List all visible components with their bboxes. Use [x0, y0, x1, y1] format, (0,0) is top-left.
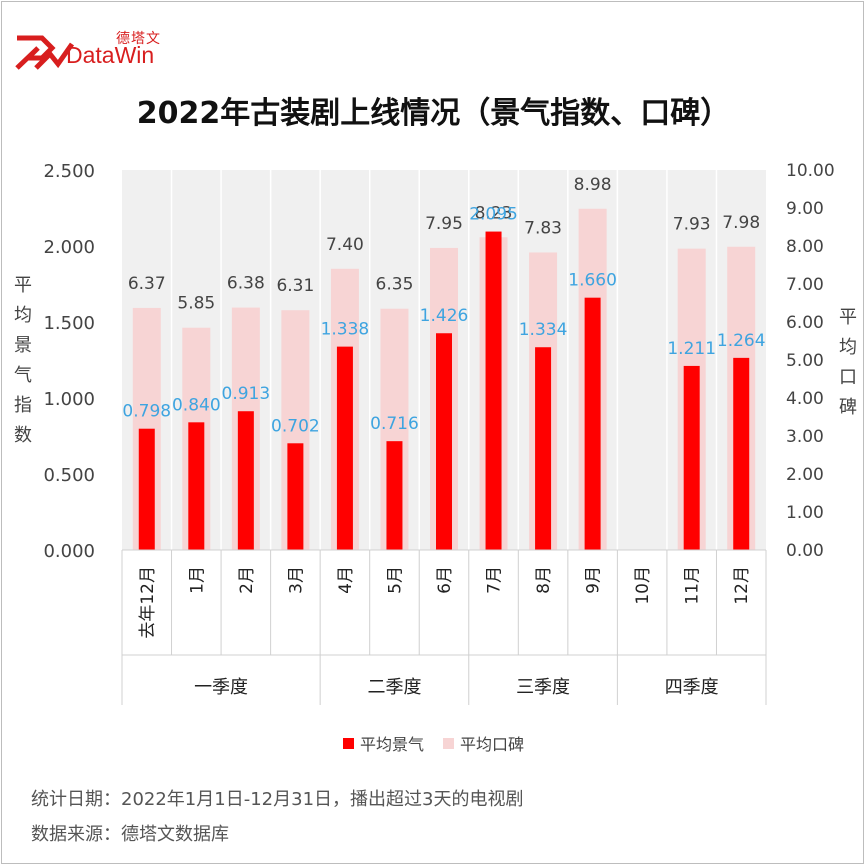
- y-tick-label: 2.500: [43, 161, 95, 182]
- legend-swatch-secondary: [443, 737, 455, 749]
- y2-tick-label: 0.00: [786, 541, 824, 561]
- chart-title: 2022年古装剧上线情况（景气指数、口碑）: [136, 96, 731, 131]
- bar-primary: [485, 231, 502, 550]
- data-label-secondary: 7.40: [326, 235, 364, 255]
- chart-legend: 平均景气 平均口碑: [0, 731, 867, 755]
- bar-primary: [188, 422, 205, 550]
- data-label-secondary: 6.37: [128, 274, 166, 294]
- bar-primary: [336, 346, 353, 550]
- bar-primary: [138, 428, 155, 550]
- y-axis-title-char: 数: [14, 425, 32, 446]
- data-label-secondary: 6.35: [376, 275, 414, 295]
- y-axis-title-char: 气: [14, 365, 32, 386]
- logo-text-en: DataWin: [66, 42, 155, 68]
- x-tick-label: 1月: [187, 566, 207, 594]
- y2-axis-title-char: 口: [839, 367, 857, 388]
- y2-axis-title-char: 均: [839, 337, 857, 358]
- x-tick-label: 4月: [336, 566, 356, 594]
- y2-tick-label: 4.00: [786, 389, 824, 409]
- y2-tick-label: 3.00: [786, 427, 824, 447]
- y2-tick-label: 2.00: [786, 465, 824, 485]
- y-axis-title-char: 平: [14, 275, 32, 296]
- legend-item-primary: 平均景气: [342, 731, 424, 755]
- x-tick-label: 6月: [435, 566, 455, 594]
- data-label-primary: 1.211: [667, 339, 716, 359]
- y-axis-title-char: 均: [14, 305, 32, 326]
- bar-primary: [287, 443, 304, 550]
- stats-period-note: 统计日期：2022年1月1日-12月31日，播出超过3天的电视剧: [31, 789, 524, 810]
- x-tick-label: 5月: [385, 566, 405, 594]
- y2-tick-label: 5.00: [786, 351, 824, 371]
- y-tick-label: 1.500: [43, 313, 95, 334]
- y-tick-label: 2.000: [43, 237, 95, 258]
- x-tick-label: 10月: [633, 566, 653, 605]
- data-label-primary: 1.660: [568, 271, 617, 291]
- x-tick-label: 2月: [237, 566, 257, 594]
- y-tick-label: 0.500: [43, 465, 95, 486]
- data-label-secondary: 7.83: [524, 218, 562, 238]
- y2-tick-label: 9.00: [786, 199, 824, 219]
- legend-swatch-primary: [342, 737, 354, 749]
- data-label-primary: 0.716: [370, 414, 419, 434]
- data-label-secondary: 7.98: [722, 213, 760, 233]
- x-group-label: 三季度: [516, 677, 570, 698]
- bar-primary: [535, 347, 552, 550]
- y2-tick-label: 10.00: [786, 161, 835, 181]
- data-label-secondary: 8.98: [574, 175, 612, 195]
- y-tick-label: 0.000: [43, 541, 95, 562]
- y2-tick-label: 1.00: [786, 503, 824, 523]
- x-tick-label: 9月: [584, 566, 604, 594]
- legend-label-primary: 平均景气: [359, 735, 424, 754]
- y-tick-label: 1.000: [43, 389, 95, 410]
- data-label-secondary: 5.85: [177, 294, 215, 314]
- y2-tick-label: 8.00: [786, 237, 824, 257]
- y2-tick-label: 7.00: [786, 275, 824, 295]
- x-tick-label: 7月: [485, 566, 505, 594]
- x-tick-label: 8月: [534, 566, 554, 594]
- x-group-label: 二季度: [367, 677, 421, 698]
- y2-tick-label: 6.00: [786, 313, 824, 333]
- data-label-primary: 2.095: [469, 205, 518, 225]
- data-label-secondary: 7.93: [673, 215, 711, 235]
- y-axis-title-char: 指: [14, 395, 32, 416]
- data-source-note: 数据来源：德塔文数据库: [31, 824, 229, 845]
- bar-primary: [584, 297, 601, 550]
- data-label-secondary: 8.23: [475, 203, 513, 223]
- datawin-logo-icon: [15, 35, 75, 70]
- x-tick-label: 12月: [732, 566, 752, 605]
- x-tick-label: 3月: [286, 566, 306, 594]
- data-label-secondary: 7.95: [425, 214, 463, 234]
- x-group-label: 一季度: [194, 677, 248, 698]
- y-axis-title-char: 景: [14, 335, 32, 356]
- bar-primary: [436, 333, 452, 550]
- bar-primary: [386, 441, 403, 550]
- data-label-primary: 1.334: [519, 320, 568, 340]
- data-label-secondary: 6.38: [227, 274, 265, 294]
- x-group-label: 四季度: [665, 677, 719, 698]
- data-label-primary: 0.913: [222, 384, 271, 404]
- bar-primary: [733, 357, 750, 550]
- y2-axis-title-char: 碑: [839, 397, 857, 418]
- data-label-primary: 1.426: [420, 306, 469, 326]
- x-tick-label: 去年12月: [138, 566, 158, 639]
- logo-text-cn: 德塔文: [116, 31, 161, 47]
- bar-primary: [683, 365, 700, 550]
- legend-label-secondary: 平均口碑: [460, 735, 525, 754]
- data-label-primary: 1.338: [321, 320, 370, 340]
- data-label-primary: 0.798: [122, 402, 171, 422]
- data-label-secondary: 6.31: [276, 276, 314, 296]
- x-tick-label: 11月: [683, 566, 703, 605]
- bar-primary: [237, 411, 254, 550]
- data-label-primary: 0.702: [271, 416, 320, 436]
- data-label-primary: 1.264: [717, 331, 766, 351]
- y2-axis-title-char: 平: [839, 307, 857, 328]
- data-label-primary: 0.840: [172, 395, 221, 415]
- legend-item-secondary: 平均口碑: [443, 731, 524, 755]
